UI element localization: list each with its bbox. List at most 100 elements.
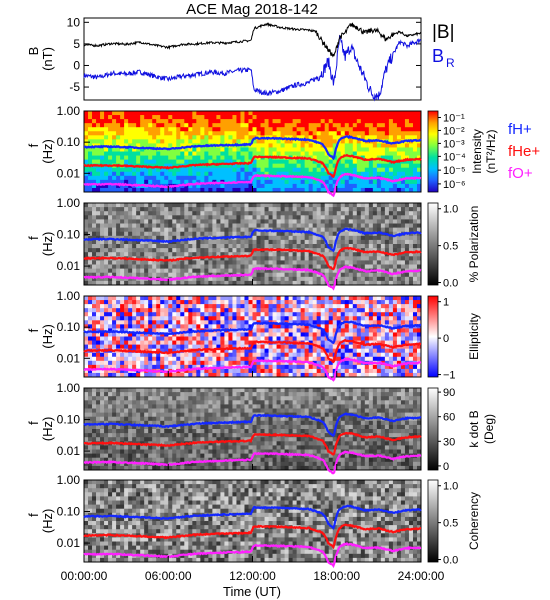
spectrogram-cell (352, 364, 358, 370)
spectrogram-cell (172, 252, 177, 257)
spectrogram-cell (248, 147, 253, 152)
spectrogram-cell (204, 183, 209, 189)
spectrogram-cell (360, 207, 366, 212)
spectrogram-cell (268, 304, 273, 309)
spectrogram-cell (112, 151, 117, 156)
spectrogram-cell (120, 139, 125, 144)
spectrogram-cell (184, 203, 189, 208)
spectrogram-cell (184, 111, 189, 116)
spectrogram-cell (344, 260, 350, 265)
spectrogram-cell (316, 368, 322, 374)
spectrogram-cell (144, 260, 149, 265)
spectrogram-cell (84, 308, 89, 313)
spectrogram-cell (352, 260, 358, 265)
spectrogram-cell (152, 340, 157, 345)
spectrogram-cell (292, 183, 298, 189)
spectrogram-cell (320, 332, 326, 337)
spectrogram-cell (156, 300, 161, 305)
spectrogram-cell (192, 179, 197, 185)
spectrogram-cell (212, 312, 217, 317)
spectrogram-cell (352, 336, 358, 341)
spectrogram-cell (228, 211, 233, 216)
spectrogram-cell (100, 171, 105, 177)
spectrogram-cell (292, 219, 298, 224)
spectrogram-cell (348, 272, 354, 278)
spectrogram-cell (368, 296, 374, 301)
spectrogram-cell (100, 207, 105, 212)
spectrogram-cell (168, 179, 173, 185)
spectrogram-cell (380, 272, 386, 278)
spectrogram-cell (224, 175, 229, 181)
spectrogram-cell (192, 231, 197, 237)
spectrogram-cell (328, 296, 334, 301)
spectrogram-cell (164, 151, 169, 156)
spectrogram-cell (384, 312, 390, 317)
spectrogram-cell (164, 272, 169, 278)
spectrogram-cell (288, 215, 294, 220)
spectrogram-cell (256, 252, 261, 257)
spectrogram-cell (272, 115, 277, 120)
spectrogram-cell (164, 111, 169, 116)
spectrogram-cell (140, 151, 145, 156)
spectrogram-cell (392, 248, 398, 253)
spectrogram-cell (244, 115, 249, 120)
spectrogram-cell (108, 227, 113, 233)
spectrogram-cell (316, 135, 322, 140)
spectrogram-cell (252, 139, 257, 144)
spectrogram-cell (260, 268, 265, 274)
spectrogram-cell (208, 244, 213, 249)
spectrogram-cell (156, 127, 161, 132)
spectrogram-cell (352, 308, 358, 313)
spectrogram-cell (256, 332, 261, 337)
spectrogram-cell (356, 187, 362, 193)
spectrogram-cell (400, 227, 406, 233)
spectrogram-cell (104, 248, 109, 253)
spectrogram-cell (128, 155, 133, 160)
spectrogram-cell (212, 372, 217, 378)
spectrogram-cell (276, 127, 281, 132)
spectrogram-cell (152, 111, 157, 116)
spectrogram-cell (292, 280, 298, 286)
spectrogram-cell (148, 300, 153, 305)
spectrogram-cell (348, 348, 354, 354)
spectrogram-cell (412, 135, 418, 140)
spectrogram-cell (328, 280, 334, 286)
spectrogram-cell (152, 171, 157, 177)
spectrogram-cell (136, 296, 141, 301)
spectrogram-cell (372, 260, 378, 265)
spectrogram-cell (364, 111, 370, 116)
spectrogram-cell (356, 143, 362, 148)
spectrogram-cell (360, 227, 366, 233)
spectrogram-cell (372, 364, 378, 370)
spectrogram-cell (192, 344, 197, 350)
spectrogram-cell (204, 119, 209, 124)
spectrogram-cell (368, 352, 374, 358)
spectrogram-cell (256, 312, 261, 317)
spectrogram-cell (104, 239, 109, 245)
spectrogram-cell (124, 244, 129, 249)
spectrogram-cell (216, 171, 221, 177)
spectrogram-cell (356, 328, 362, 333)
spectrogram-cell (360, 167, 366, 173)
spectrogram-cell (196, 312, 201, 317)
spectrogram-cell (284, 219, 290, 224)
spectrogram-cell (408, 183, 414, 189)
spectrogram-cell (356, 360, 362, 366)
spectrogram-cell (344, 119, 350, 124)
spectrogram-cell (164, 304, 169, 309)
spectrogram-cell (284, 368, 290, 374)
spectrogram-cell (364, 151, 370, 156)
spectrogram-cell (152, 264, 157, 269)
spectrogram-cell (328, 332, 334, 337)
spectrogram-cell (220, 159, 225, 165)
spectrogram-cell (348, 231, 354, 237)
spectrogram-cell (156, 304, 161, 309)
spectrogram-cell (96, 151, 101, 156)
spectrogram-cell (88, 276, 93, 282)
spectrogram-cell (92, 123, 97, 128)
spectrogram-cell (340, 143, 346, 148)
spectrogram-cell (240, 171, 245, 177)
spectrogram-cell (412, 167, 418, 173)
spectrogram-cell (324, 344, 330, 350)
spectrogram-cell (136, 264, 141, 269)
